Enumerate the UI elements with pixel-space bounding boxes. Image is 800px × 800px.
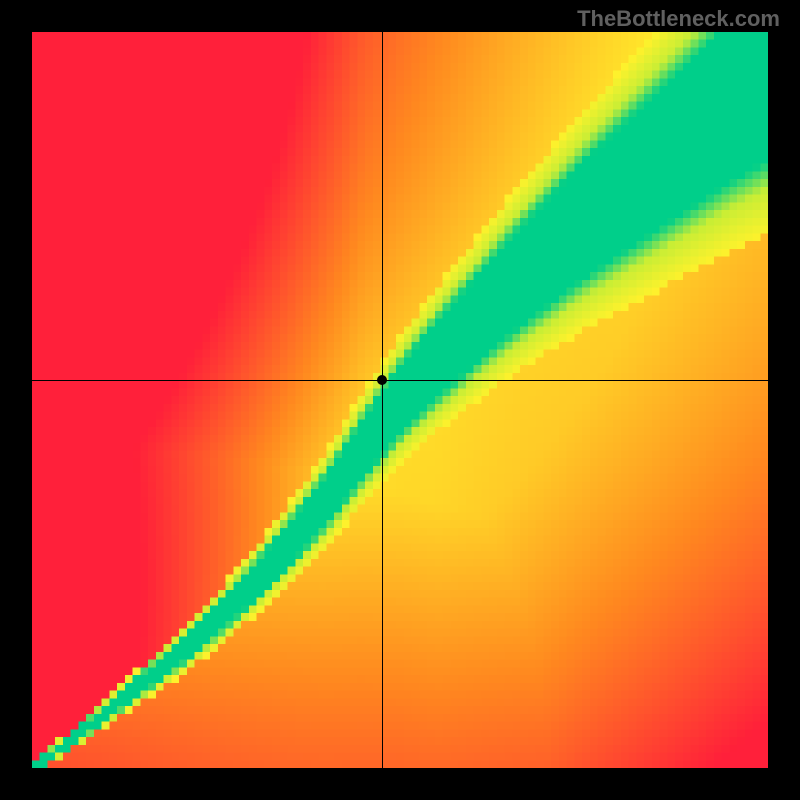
plot-area	[32, 32, 768, 768]
figure-root: TheBottleneck.com	[0, 0, 800, 800]
watermark-text: TheBottleneck.com	[577, 6, 780, 32]
crosshair-vertical	[382, 32, 383, 768]
crosshair-horizontal	[32, 380, 768, 381]
heatmap-canvas	[32, 32, 768, 768]
data-point-marker	[377, 375, 387, 385]
